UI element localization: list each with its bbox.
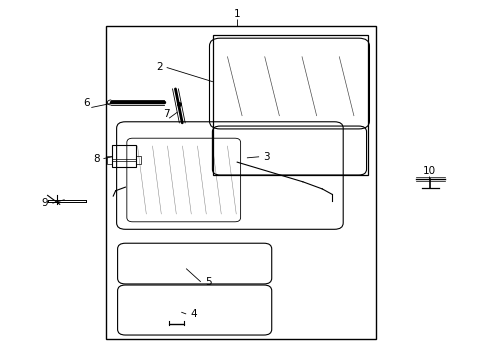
Bar xyxy=(212,35,368,175)
Text: 8: 8 xyxy=(93,154,100,163)
Bar xyxy=(135,156,141,163)
Bar xyxy=(112,145,135,167)
Text: 9: 9 xyxy=(42,198,48,208)
Text: 1: 1 xyxy=(233,9,240,19)
Bar xyxy=(107,156,112,163)
Text: 6: 6 xyxy=(83,98,90,108)
Text: 5: 5 xyxy=(204,277,211,287)
Text: 10: 10 xyxy=(422,166,435,176)
Text: 3: 3 xyxy=(263,152,269,162)
Bar xyxy=(106,26,375,339)
Text: 2: 2 xyxy=(156,63,163,72)
Text: 7: 7 xyxy=(163,109,170,119)
Text: 4: 4 xyxy=(190,309,196,319)
